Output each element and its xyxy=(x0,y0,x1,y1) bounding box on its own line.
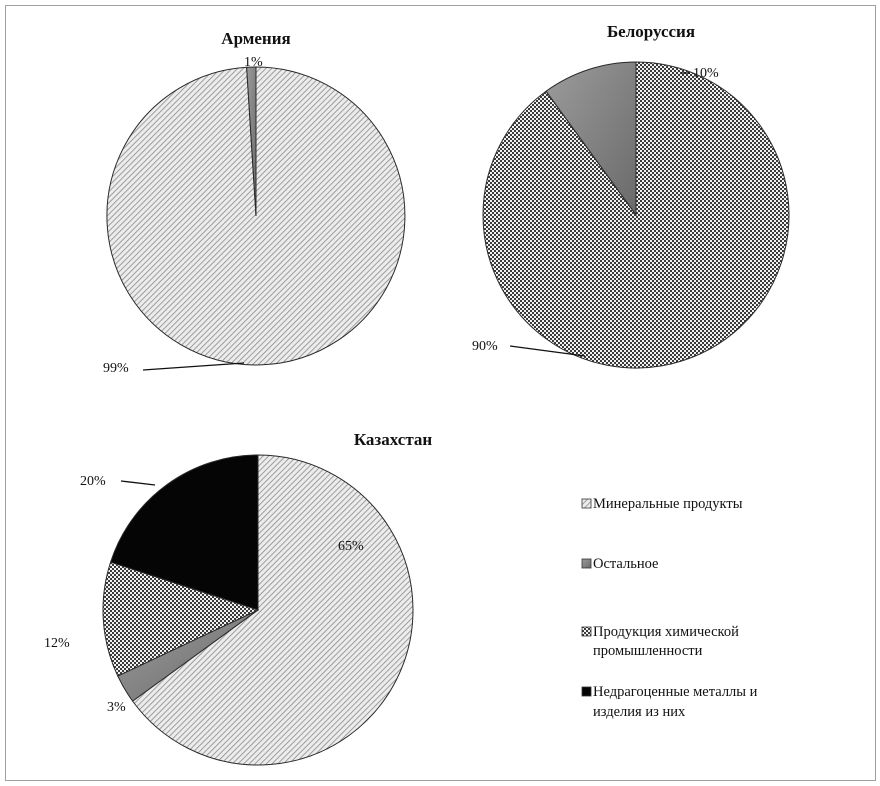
slice-label-kazakhstan-3: 3% xyxy=(107,700,126,715)
legend-label-metal-line2: изделия из них xyxy=(593,704,686,720)
pie-title-belarus: Белоруссия xyxy=(607,22,695,41)
legend-swatch-metal xyxy=(581,686,592,697)
legend-label-chem-line1: Продукция химической xyxy=(593,624,739,640)
pie-armenia: Армения 99% 1% xyxy=(103,29,406,376)
slice-label-armenia-1: 1% xyxy=(244,55,263,70)
leader-kazakhstan-20 xyxy=(120,480,156,486)
legend-swatch-chem xyxy=(581,626,592,637)
slice-label-belarus-90: 90% xyxy=(472,339,498,354)
slice-label-kazakhstan-20: 20% xyxy=(80,474,106,489)
pie-title-kazakhstan: Казахстан xyxy=(354,430,433,449)
pie-belarus-slices xyxy=(482,61,790,369)
pie-kazakhstan-slices xyxy=(102,454,414,766)
legend-swatch-mineral xyxy=(581,498,592,509)
legend-item-mineral: Минеральные продукты xyxy=(581,496,743,512)
leader-armenia-99 xyxy=(142,362,245,371)
pie-kazakhstan: Казахстан 65% 20% 12% 3% xyxy=(44,430,433,766)
leader-belarus-90 xyxy=(509,345,586,357)
legend-label-mineral: Минеральные продукты xyxy=(593,496,743,512)
slice-label-kazakhstan-12: 12% xyxy=(44,636,70,651)
pie-title-armenia: Армения xyxy=(221,29,290,48)
slice-label-belarus-10: 10% xyxy=(693,66,719,81)
pie-slice-kazakhstan-0 xyxy=(131,454,414,766)
legend: Минеральные продукты Остальное Продукция… xyxy=(581,496,758,720)
legend-swatch-rest xyxy=(581,558,592,569)
legend-label-metal-line1: Недрагоценные металлы и xyxy=(593,684,758,700)
pie-slice-kazakhstan-2 xyxy=(102,561,260,677)
pie-slice-kazakhstan-3 xyxy=(109,454,259,611)
pie-slice-belarus-1 xyxy=(545,61,637,217)
legend-item-metal: Недрагоценные металлы и изделия из них xyxy=(581,684,758,720)
pie-armenia-slices xyxy=(106,66,406,366)
slice-label-kazakhstan-65: 65% xyxy=(338,539,364,554)
pie-belarus: Белоруссия 10% 90% xyxy=(472,22,790,369)
legend-item-chem: Продукция химической промышленности xyxy=(581,624,739,659)
pie-slice-armenia-1 xyxy=(246,66,257,217)
slice-label-armenia-99: 99% xyxy=(103,361,129,376)
legend-label-rest: Остальное xyxy=(593,556,658,572)
legend-label-chem-line2: промышленности xyxy=(593,643,703,659)
legend-item-rest: Остальное xyxy=(581,556,658,572)
